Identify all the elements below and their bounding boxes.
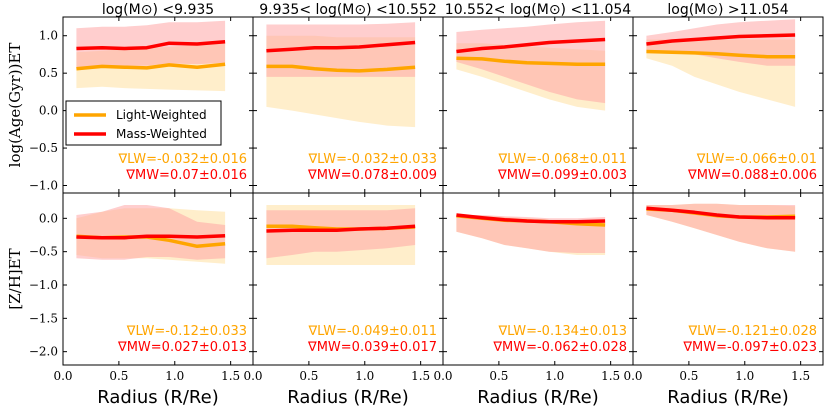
y-axis-label: log(Age(Gyr))ET [6, 43, 24, 168]
column-title: log(M⊙) <9.935 [102, 2, 214, 18]
mw-band-r0c3 [646, 19, 796, 66]
mw-band-r1c1 [266, 208, 416, 259]
mw-line-r0c0 [76, 39, 226, 51]
x-axis-label: Radius (R/Re) [477, 387, 598, 408]
gradient-lw-label: ∇LW=-0.12±0.033 [126, 324, 247, 339]
lines-layer [76, 33, 796, 249]
xtick-label: 1.0 [735, 369, 754, 383]
xtick-label: 1.5 [601, 369, 620, 383]
xtick-label: 1.5 [791, 369, 810, 383]
lw-line-r0c1 [266, 64, 416, 73]
ytick-label: −2.0 [29, 345, 58, 359]
gradient-lw-label: ∇LW=-0.121±0.028 [687, 324, 817, 339]
ytick-label: 0.5 [39, 66, 58, 80]
xtick-label: 0.0 [433, 369, 452, 383]
gradient-lw-label: ∇LW=-0.049±0.011 [307, 324, 437, 339]
xtick-label: 1.0 [355, 369, 374, 383]
y-axis-label: [Z/H]ET [6, 248, 24, 309]
xtick-label: 0.5 [489, 369, 508, 383]
mw-line-r1c1 [266, 224, 416, 233]
legend: Light-Weighted Mass-Weighted [65, 100, 222, 146]
gradient-lw-label: ∇LW=-0.032±0.033 [307, 152, 437, 167]
xtick-label: 0.5 [299, 369, 318, 383]
gradient-mw-label: ∇MW=-0.097±0.023 [682, 340, 817, 355]
legend-label-lw: Light-Weighted [116, 108, 207, 122]
ytick-label: 0.0 [39, 211, 58, 225]
lw-line-r0c2 [456, 56, 606, 66]
frames-layer [62, 16, 824, 366]
column-title: log(M⊙) >11.054 [667, 2, 788, 18]
xtick-label: 1.0 [545, 369, 564, 383]
column-title: 10.552< log(M⊙) <11.054 [445, 2, 632, 18]
mw-line-r0c3 [646, 33, 796, 46]
xtick-label: 1.5 [411, 369, 430, 383]
column-title: 9.935< log(M⊙) <10.552 [259, 2, 437, 18]
ytick-label: −1.0 [29, 278, 58, 292]
mw-band-r0c0 [76, 20, 226, 68]
mw-line-r1c0 [76, 233, 226, 240]
mw-line-r0c2 [456, 37, 606, 54]
gradient-mw-label: ∇MW=-0.062±0.028 [492, 340, 627, 355]
gradient-lw-label: ∇LW=-0.032±0.016 [117, 152, 247, 167]
gradient-mw-label: ∇MW=0.099±0.003 [497, 168, 627, 183]
ytick-label: −1.0 [29, 179, 58, 193]
ytick-label: −0.5 [29, 245, 58, 259]
ytick-label: 1.0 [39, 29, 58, 43]
gradient-mw-label: ∇MW=0.039±0.017 [307, 340, 437, 355]
ytick-label: −0.5 [29, 141, 58, 155]
gradient-mw-label: ∇MW=0.027±0.013 [117, 340, 247, 355]
xtick-label: 0.0 [623, 369, 642, 383]
ytick-label: −1.5 [29, 311, 58, 325]
x-axis-label: Radius (R/Re) [667, 387, 788, 408]
panel-frame-r1c3 [632, 192, 824, 366]
x-axis-label: Radius (R/Re) [97, 387, 218, 408]
labels-layer: ∇LW=-0.032±0.016∇MW=0.07±0.016 ∇LW=-0.032… [6, 2, 817, 408]
xtick-label: 0.5 [679, 369, 698, 383]
gradient-mw-label: ∇MW=0.088±0.006 [687, 168, 817, 183]
gradient-lw-label: ∇LW=-0.068±0.011 [497, 152, 627, 167]
xtick-label: 0.0 [243, 369, 262, 383]
ytick-label: 0.0 [39, 104, 58, 118]
mw-band-r0c1 [266, 22, 416, 77]
xtick-label: 1.5 [221, 369, 240, 383]
gradient-lw-label: ∇LW=-0.066±0.01 [696, 152, 817, 167]
gradient-mw-label: ∇MW=0.07±0.016 [125, 168, 247, 183]
xtick-label: 1.0 [165, 369, 184, 383]
lw-line-r0c0 [76, 62, 226, 71]
mw-line-r0c1 [266, 40, 416, 53]
lw-line-r0c3 [646, 49, 796, 59]
legend-label-mw: Mass-Weighted [116, 127, 207, 141]
xtick-label: 0.5 [109, 369, 128, 383]
mw-line-r1c2 [456, 213, 606, 224]
x-axis-label: Radius (R/Re) [287, 387, 408, 408]
legend-box [65, 100, 222, 146]
gradient-mw-label: ∇MW=0.078±0.009 [307, 168, 437, 183]
mw-line-r1c3 [646, 206, 796, 220]
xtick-label: 0.0 [53, 369, 72, 383]
gradient-lw-label: ∇LW=-0.134±0.013 [497, 324, 627, 339]
